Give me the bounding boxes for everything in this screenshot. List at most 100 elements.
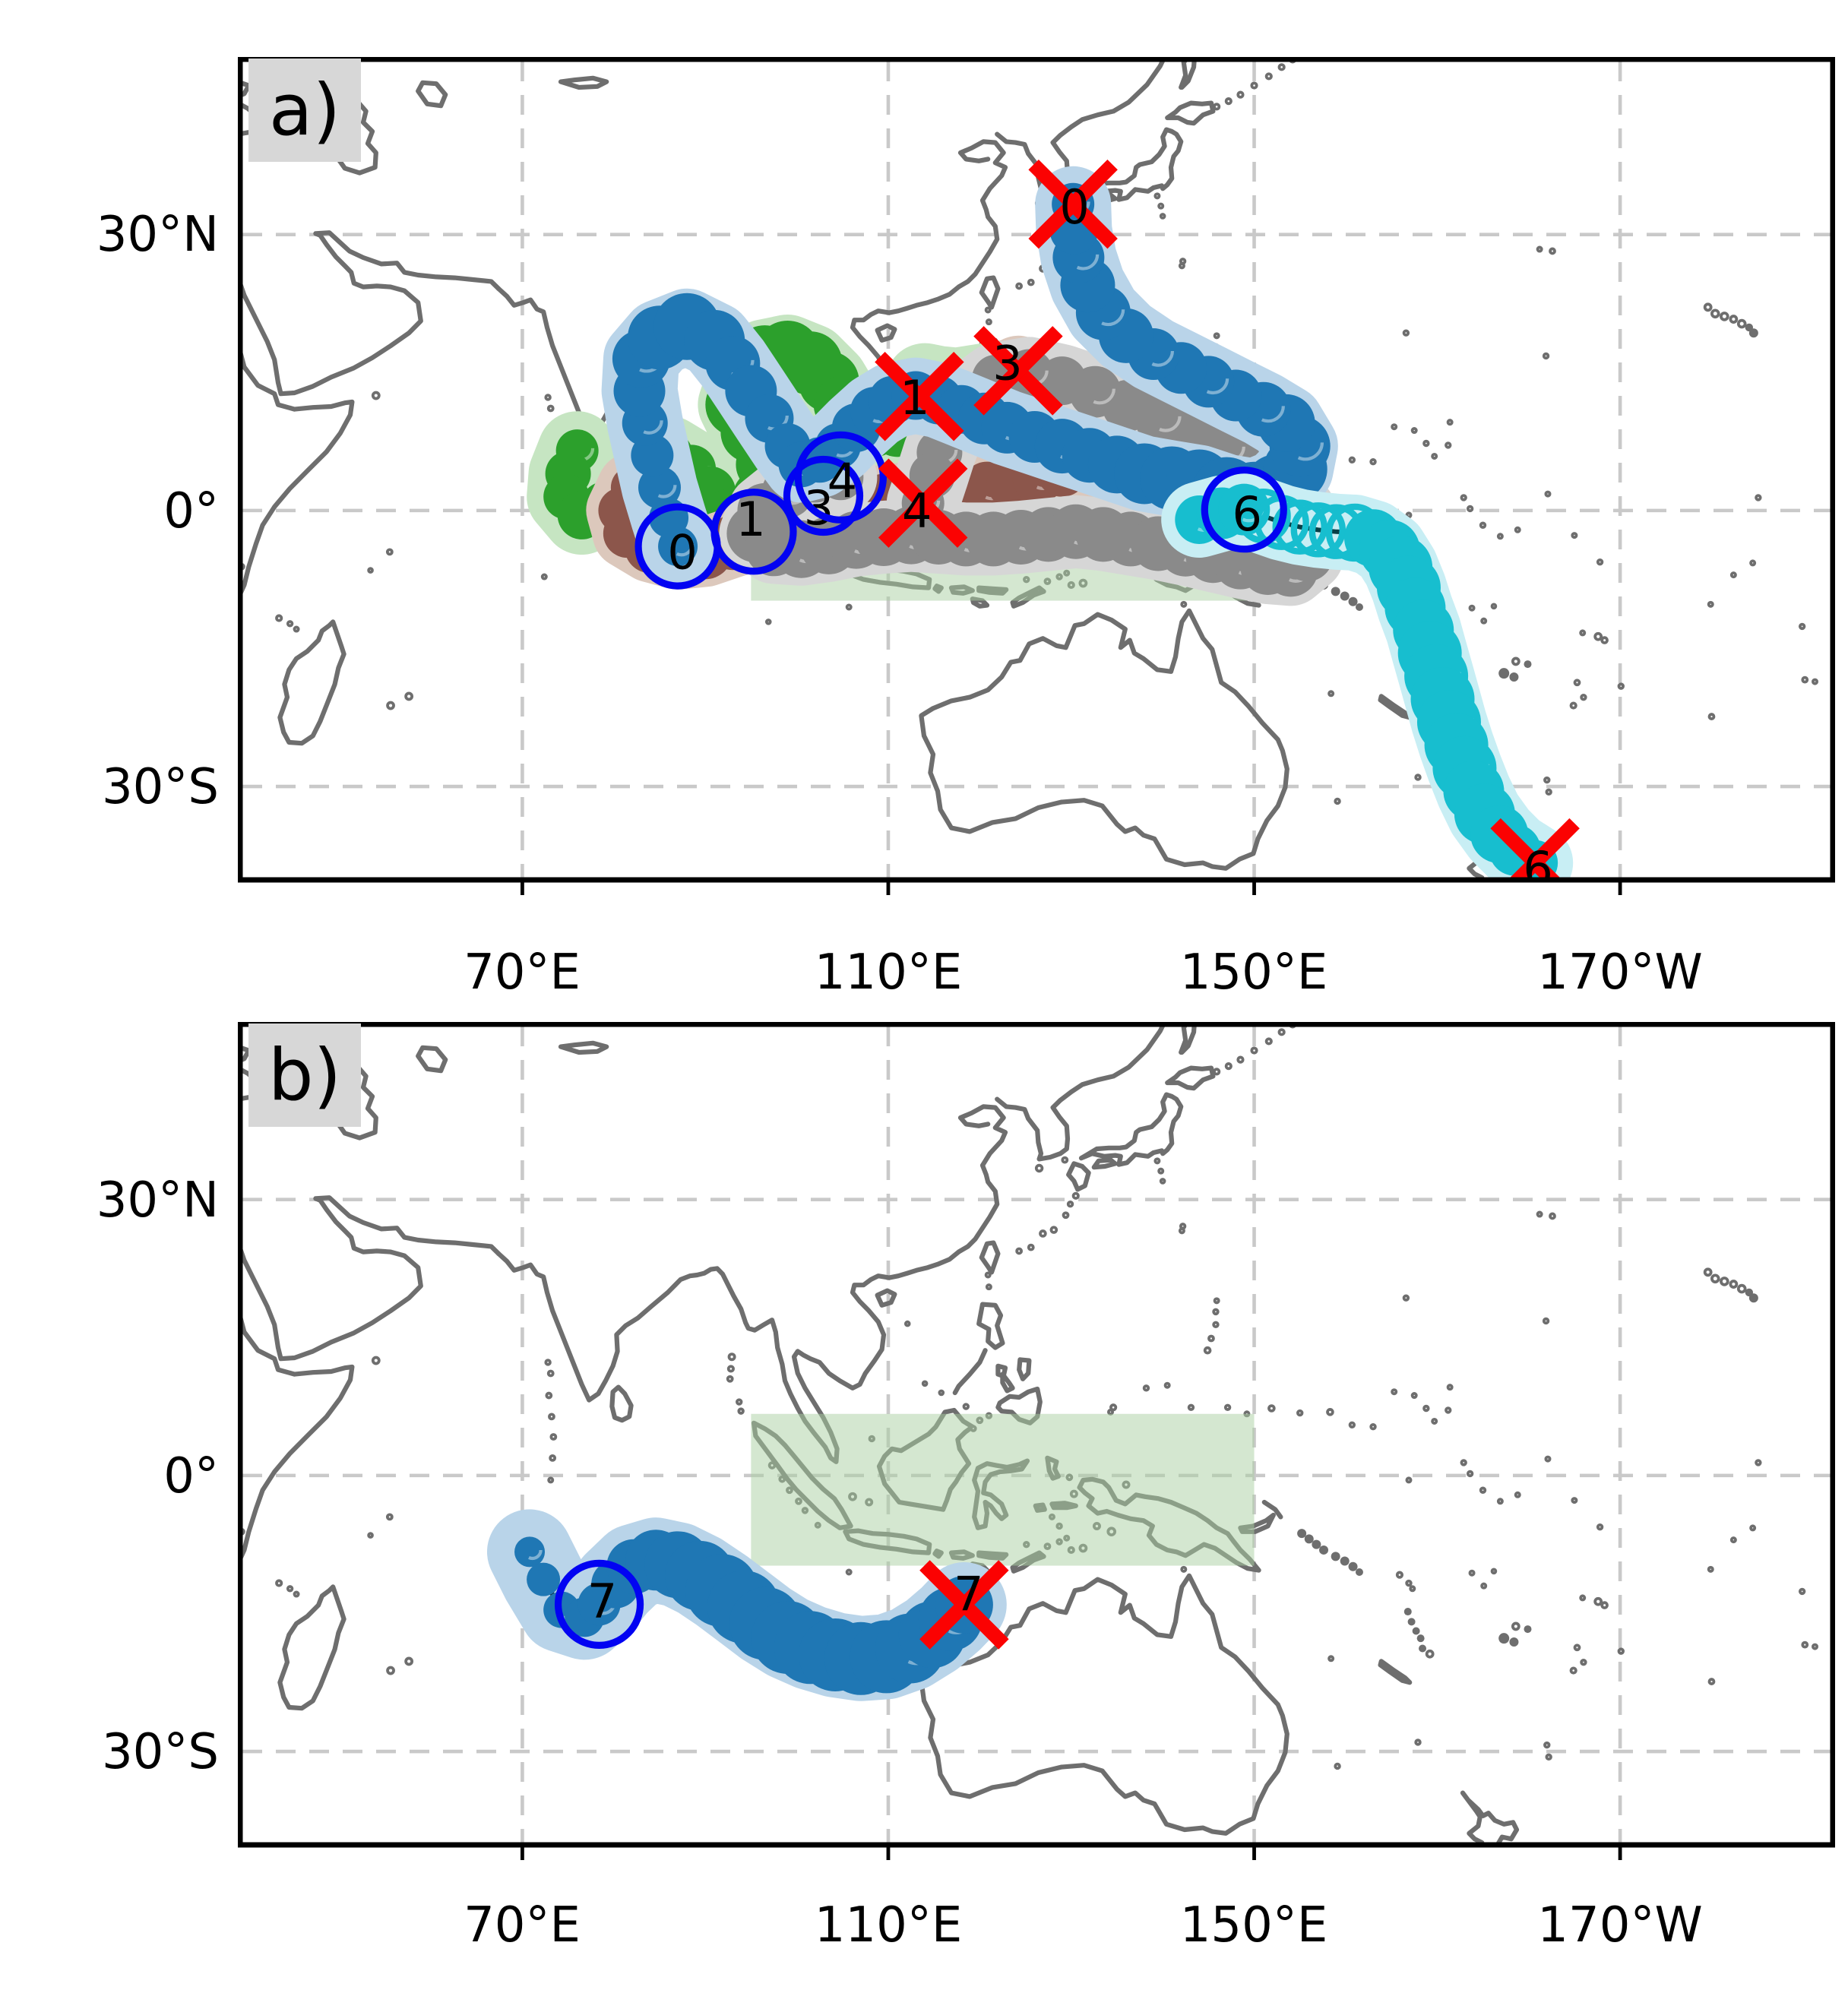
island-dot (1049, 1226, 1058, 1234)
island-dot (1178, 1227, 1185, 1235)
marker-highlight (650, 471, 677, 498)
island-dot (547, 1476, 555, 1484)
island-dot (1445, 1406, 1452, 1414)
island-dot (1480, 1582, 1488, 1590)
island-dot (1755, 494, 1762, 501)
island-dot (1304, 1534, 1314, 1544)
island-dot (1159, 1178, 1166, 1185)
island-dot (1544, 1455, 1552, 1463)
island-dot (1405, 1476, 1413, 1484)
island-dot (293, 1590, 300, 1598)
island-dot (1348, 1421, 1356, 1428)
track-marker (527, 1562, 561, 1596)
xtick-170w-b: 170°W (1537, 1897, 1703, 1954)
marker-highlight (1197, 362, 1229, 395)
island-dot (1596, 558, 1604, 566)
island-dot (1431, 452, 1438, 460)
island-dot (1163, 1381, 1171, 1389)
island-dot (1027, 1243, 1035, 1251)
island-dot (1460, 1459, 1467, 1466)
island-dot (1061, 1156, 1069, 1164)
island-dot (1460, 494, 1467, 501)
genesis-ring-1 (710, 489, 797, 575)
termination-cross-1 (875, 352, 964, 441)
island-dot (1617, 682, 1625, 690)
island-dot (1312, 1539, 1321, 1549)
termination-cross-3 (973, 326, 1063, 416)
island-dot (1542, 352, 1550, 360)
island-dot (1213, 1068, 1221, 1076)
island-dot (1729, 315, 1739, 324)
island-dot (1213, 1297, 1220, 1305)
termination-cross-4 (878, 458, 968, 548)
island-dot (1600, 636, 1609, 644)
genesis-ring-6 (1201, 467, 1287, 553)
genesis-label-4: 4 (827, 453, 857, 508)
island-dot (1402, 329, 1410, 337)
island-dot (275, 614, 283, 622)
island-dot (1331, 587, 1340, 596)
panel-label-a: a) (248, 59, 361, 162)
island-dot (275, 1579, 283, 1587)
island-dot (1748, 328, 1758, 338)
island-dot (1479, 521, 1487, 529)
island-dot (737, 1407, 745, 1415)
island-dot (1573, 679, 1581, 687)
island-dot (1720, 1277, 1729, 1286)
island-dot (1348, 456, 1356, 463)
island-dot (1571, 532, 1578, 539)
island-dot (1543, 776, 1551, 784)
island-dot (1579, 629, 1587, 637)
island-dot (386, 701, 395, 710)
panel-border (238, 1022, 1835, 1848)
marker-highlight (669, 531, 695, 557)
island-dot (1410, 1392, 1418, 1400)
marker-highlight (1067, 239, 1100, 271)
island-dot (1326, 1408, 1334, 1416)
island-dot (1277, 1028, 1286, 1036)
island-dot (1579, 1594, 1587, 1602)
xtick-150e-a: 150°E (1179, 944, 1328, 1001)
xtick-150e-b: 150°E (1179, 1897, 1328, 1954)
island-dot (1544, 490, 1552, 498)
island-dot (1571, 1497, 1578, 1504)
island-dot (1580, 1658, 1587, 1666)
island-dot (546, 1369, 555, 1378)
island-dot (1812, 1643, 1819, 1650)
island-dot (286, 620, 294, 628)
island-dot (1509, 672, 1519, 682)
island-dot (1327, 690, 1335, 698)
genesis-ring-4 (794, 431, 887, 524)
maritime-continent-region (751, 1413, 1255, 1566)
island-dot (1066, 1201, 1074, 1208)
island-dot (404, 691, 414, 701)
island-dot (1703, 302, 1713, 312)
genesis-label-0: 0 (667, 525, 697, 581)
island-dot (1431, 1417, 1438, 1425)
island-dot (546, 404, 555, 413)
island-dot (1729, 1536, 1737, 1544)
island-dot (1187, 1403, 1195, 1411)
island-dot (367, 567, 374, 574)
marker-highlight (522, 1539, 543, 1561)
island-dot (549, 1454, 557, 1462)
island-dot (726, 1365, 735, 1373)
island-dot (1545, 1753, 1552, 1761)
island-dot (1142, 1384, 1150, 1392)
island-dot (1422, 1404, 1430, 1413)
island-dot (1707, 1678, 1716, 1685)
island-dot (1549, 247, 1556, 255)
island-dot (1748, 1293, 1758, 1303)
ytick-30n-b: 30°N (96, 1172, 219, 1229)
island-dot (1107, 1408, 1115, 1416)
island-dot (1157, 1167, 1165, 1175)
island-dot (1062, 1211, 1070, 1220)
island-dot (845, 1568, 853, 1576)
island-dot (903, 1320, 911, 1327)
island-dot (1334, 1762, 1341, 1770)
island-dot (1468, 604, 1476, 612)
island-dot (1034, 1163, 1044, 1173)
island-dot (386, 1666, 395, 1675)
island-dot (1446, 1384, 1454, 1391)
